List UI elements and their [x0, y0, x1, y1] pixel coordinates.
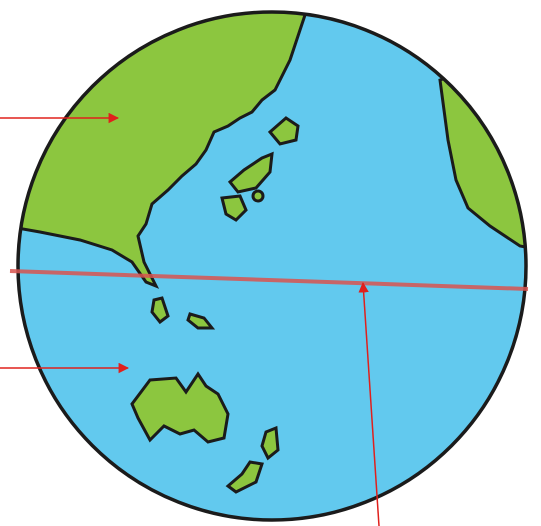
land-island [220, 194, 248, 222]
land-island [150, 296, 170, 325]
land-island [186, 312, 216, 330]
land-island [251, 189, 265, 203]
equator-line [9, 269, 529, 291]
land-island [227, 151, 274, 194]
pointer-arrow [358, 281, 380, 526]
land-island [225, 460, 264, 494]
land-island [267, 116, 300, 146]
land-australia [130, 371, 230, 444]
land-island [260, 425, 280, 461]
globe-outline [16, 10, 528, 522]
